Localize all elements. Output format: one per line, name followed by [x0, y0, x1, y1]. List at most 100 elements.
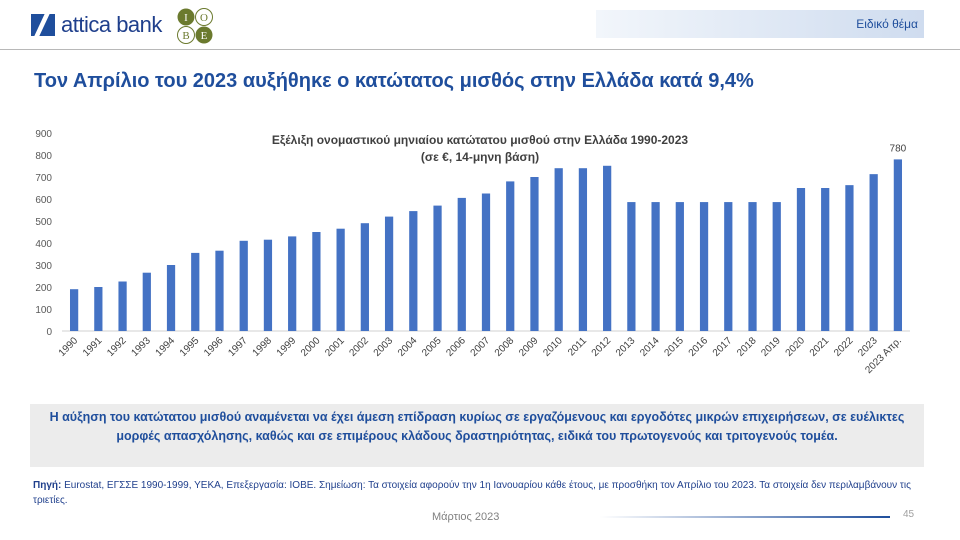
x-tick-label: 2001 — [323, 335, 347, 359]
iobe-logo: Ι Ο Β Ε — [177, 8, 213, 44]
bar — [845, 185, 854, 331]
svg-text:Ε: Ε — [201, 30, 208, 42]
attica-logo-icon — [31, 14, 55, 36]
x-tick-label: 2020 — [784, 335, 808, 359]
bar — [118, 281, 127, 331]
x-tick-label: 1992 — [105, 335, 129, 359]
source-label: Πηγή: — [33, 480, 62, 491]
bar — [312, 232, 321, 331]
y-tick-label: 500 — [35, 217, 52, 228]
bar — [239, 240, 248, 331]
page-number: 45 — [903, 509, 915, 520]
y-tick-label: 800 — [35, 151, 52, 162]
bar — [457, 197, 466, 331]
bar-chart: 0 100 200 300 400 500 600 700 800 900 1990 1991 1992… — [35, 129, 910, 376]
bar — [699, 202, 709, 331]
x-tick-label: 2002 — [347, 335, 371, 359]
x-tick-label: 2019 — [759, 335, 783, 359]
svg-text:Ο: Ο — [200, 12, 208, 24]
note-box: Η αύξηση του κατώτατου μισθού αναμένεται… — [30, 404, 924, 467]
x-tick-label: 2004 — [396, 335, 420, 359]
x-tick-label: 1994 — [154, 335, 178, 359]
y-tick-label: 200 — [35, 283, 52, 294]
y-tick-label: 900 — [35, 129, 52, 140]
y-tick-label: 100 — [35, 305, 52, 316]
bar — [651, 202, 660, 331]
x-tick-label: 2005 — [420, 335, 444, 359]
x-tick-label: 2013 — [614, 335, 638, 359]
bar — [796, 188, 806, 331]
bar — [384, 216, 394, 331]
bar — [893, 159, 903, 331]
bar — [506, 181, 515, 331]
page-title: Τον Απρίλιο του 2023 αυξήθηκε ο κατώτατο… — [34, 70, 754, 92]
x-tick-label: 2017 — [711, 335, 735, 359]
bar — [869, 174, 878, 331]
bar — [530, 177, 539, 331]
x-tick-label: 1998 — [251, 335, 275, 359]
x-tick-label: 1993 — [129, 335, 153, 359]
source-note: Πηγή: Eurostat, ΕΓΣΣΕ 1990-1999, ΥΕΚΑ, Ε… — [33, 478, 933, 508]
bar — [336, 228, 345, 331]
x-tick-label: 2021 — [808, 335, 832, 359]
x-tick-label: 2008 — [493, 335, 517, 359]
x-tick-label: 2007 — [469, 335, 493, 359]
bar — [215, 250, 224, 331]
x-tick-label: 1991 — [81, 335, 105, 359]
x-tick-label: 2010 — [541, 335, 565, 359]
y-tick-label: 0 — [46, 327, 52, 338]
x-tick-label: 2009 — [517, 335, 541, 359]
svg-text:Ι: Ι — [184, 12, 188, 24]
bar — [263, 239, 273, 331]
section-label: Ειδικό θέμα — [596, 10, 924, 38]
y-tick-label: 400 — [35, 239, 52, 250]
bar — [675, 202, 684, 331]
bar — [627, 202, 636, 331]
chart-subtitle: (σε €, 14-μηνη βάση) — [420, 150, 540, 164]
bar — [603, 165, 612, 331]
x-tick-label: 2018 — [735, 335, 759, 359]
x-tick-label: 2015 — [662, 335, 686, 359]
bar — [724, 202, 733, 331]
bar — [69, 289, 79, 331]
bar — [433, 205, 442, 331]
bar — [748, 202, 757, 331]
data-label: 780 — [890, 143, 907, 154]
bar — [166, 265, 176, 331]
x-tick-label: 2022 — [832, 335, 856, 359]
attica-bank-logo: attica bank — [31, 12, 162, 38]
bar — [360, 223, 369, 331]
y-tick-label: 300 — [35, 261, 52, 272]
bar — [578, 168, 588, 331]
x-tick-label: 2011 — [566, 335, 589, 358]
bar — [94, 287, 103, 331]
x-tick-label: 1996 — [202, 335, 226, 359]
bar — [288, 236, 297, 331]
x-tick-label: 2012 — [590, 335, 614, 359]
footer-date: Μάρτιος 2023 — [432, 511, 500, 523]
bar — [554, 168, 563, 331]
x-tick-label: 2006 — [444, 335, 468, 359]
bar — [191, 252, 200, 331]
bar — [481, 193, 491, 331]
source-text: Eurostat, ΕΓΣΣΕ 1990-1999, ΥΕΚΑ, Επεξεργ… — [33, 480, 911, 506]
chart-title-text: Εξέλιξη ονομαστικού μηνιαίου κατώτατου μ… — [271, 133, 689, 147]
header-divider — [0, 49, 960, 50]
svg-text:Β: Β — [182, 30, 189, 42]
brand-name: attica bank — [61, 12, 162, 37]
x-tick-label: 2000 — [299, 335, 323, 359]
x-tick-label: 1999 — [275, 335, 299, 359]
x-tick-label: 2014 — [638, 335, 662, 359]
bar — [142, 272, 151, 331]
x-tick-label: 2003 — [372, 335, 396, 359]
chart-title: Εξέλιξη ονομαστικού μηνιαίου κατώτατου μ… — [200, 132, 760, 166]
y-tick-label: 600 — [35, 195, 52, 206]
x-tick-label: 1997 — [226, 335, 250, 359]
x-tick-label: 2016 — [687, 335, 711, 359]
bar — [821, 188, 830, 331]
y-tick-label: 700 — [35, 173, 52, 184]
bar — [409, 211, 418, 331]
footer-divider — [600, 516, 890, 518]
x-tick-label: 1990 — [57, 335, 81, 359]
x-tick-label: 1995 — [178, 335, 202, 359]
